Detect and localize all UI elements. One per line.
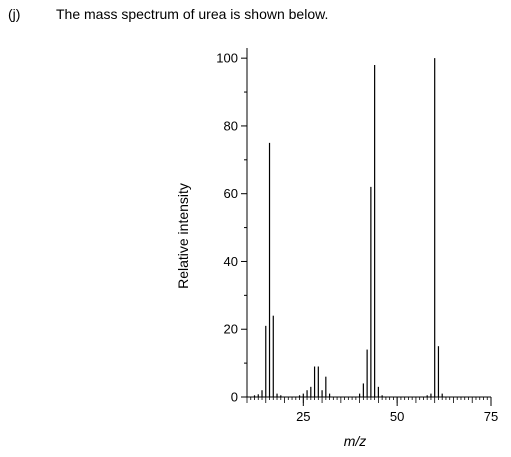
y-axis-title: Relative intensity [175,183,191,289]
y-tick-label-100: 100 [216,51,238,66]
y-tick-label-0: 0 [231,390,238,405]
peaks [253,58,443,397]
y-tick-label-60: 60 [224,186,238,201]
x-axis-title: m/z [344,433,367,449]
x-tick-label-50: 50 [390,409,404,424]
y-ticks: 0 20 40 60 80 100 [216,51,247,405]
x-tick-label-75: 75 [484,409,498,424]
y-tick-label-40: 40 [224,254,238,269]
x-ticks: 25 50 75 [296,397,498,424]
y-tick-label-20: 20 [224,322,238,337]
x-tick-label-25: 25 [296,409,310,424]
question-label: (j) [8,6,21,22]
y-tick-label-80: 80 [224,118,238,133]
question-text: The mass spectrum of urea is shown below… [56,6,329,22]
minor-ticks [246,397,492,403]
